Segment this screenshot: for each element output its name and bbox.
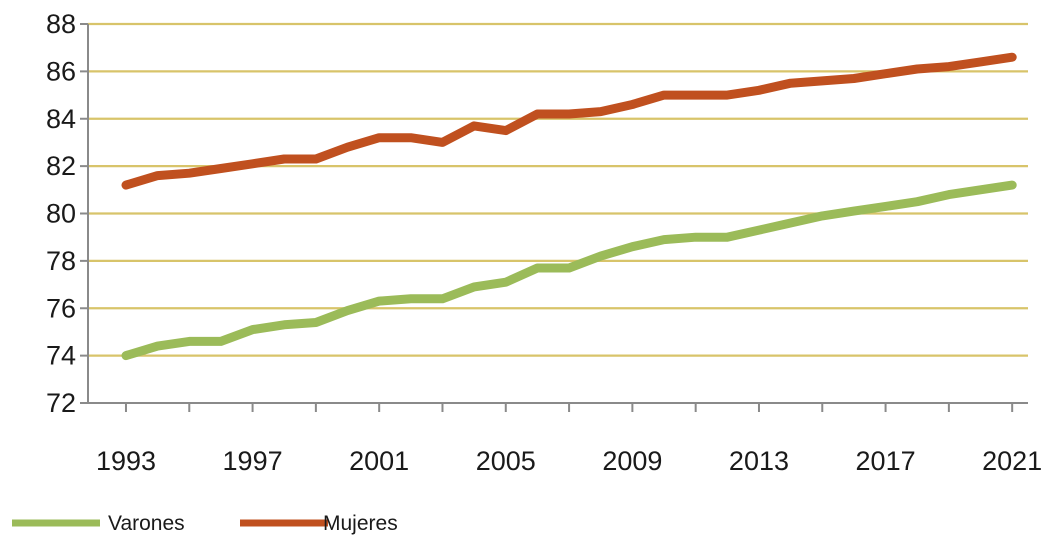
- y-tick-label: 80: [46, 199, 76, 229]
- y-tick-label: 88: [46, 9, 76, 39]
- x-tick-label: 2021: [982, 446, 1042, 476]
- x-tick-label: 2013: [729, 446, 789, 476]
- x-tick-labels: 1993 1997 2001 2005 2009 2013 2017 2021: [96, 446, 1042, 476]
- series-line-mujeres: [121, 52, 1017, 190]
- x-tick-label: 2005: [476, 446, 536, 476]
- y-tick-labels: 72 74 76 78 80 82 84 86 88: [46, 9, 76, 418]
- x-tick-label: 2009: [602, 446, 662, 476]
- x-tick-label: 1993: [96, 446, 156, 476]
- legend-label-mujeres: Mujeres: [323, 512, 398, 535]
- y-tick-label: 78: [46, 246, 76, 276]
- x-tick-label: 1997: [223, 446, 283, 476]
- series-line-varones: [121, 180, 1017, 361]
- legend-label-varones: Varones: [108, 512, 185, 535]
- y-tick-label: 86: [46, 56, 76, 86]
- y-tick-label: 74: [46, 341, 76, 371]
- axes: [80, 23, 1028, 412]
- y-tick-label: 76: [46, 293, 76, 323]
- y-tick-label: 84: [46, 104, 76, 134]
- legend: Varones Mujeres: [12, 512, 398, 535]
- x-tick-label: 2017: [856, 446, 916, 476]
- series-lines: [121, 52, 1017, 361]
- y-tick-label: 82: [46, 151, 76, 181]
- y-tick-label: 72: [46, 388, 76, 418]
- x-tick-label: 2001: [349, 446, 409, 476]
